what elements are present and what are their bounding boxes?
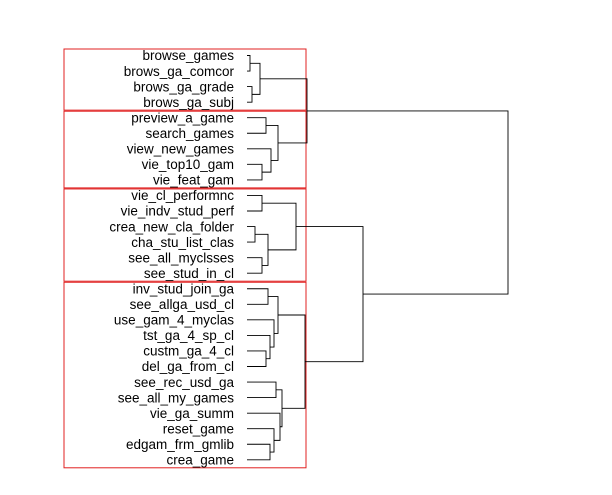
dendrogram-link [247,443,271,461]
dendrogram-link [247,350,267,367]
leaf-label: use_gam_4_myclas [114,313,234,328]
leaf-label: brows_ga_comcor [124,64,235,79]
dendrogram-link [276,389,283,428]
cluster-box-cluster-4 [63,281,307,469]
leaf-label: vie_indv_stud_perf [121,204,235,219]
dendrogram-link [247,86,253,103]
leaf-label: inv_stud_join_ga [133,281,235,296]
dendrogram-link [247,412,281,441]
cluster-boxes [63,48,307,469]
leaf-label: search_games [145,126,234,141]
leaf-label: vie_ga_summ [150,406,234,421]
cluster-box-cluster-3 [63,188,307,282]
leaf-label: see_all_my_games [118,390,235,405]
cluster-box-cluster-2 [63,110,307,189]
dendrogram-link [247,163,263,181]
dendrogram-link [250,62,261,95]
dendrogram-link [268,296,279,334]
leaf-label: brows_ga_grade [133,79,234,94]
leaf-label: view_new_games [127,142,235,157]
dendrogram-link [247,288,269,305]
dendrogram-link [262,202,297,251]
leaf-label: edgam_frm_gmlib [126,437,234,452]
cluster-box-cluster-1 [63,48,307,111]
dendrogram-link [247,334,271,360]
leaf-label: see_rec_usd_ga [134,375,234,390]
dendrogram-link [247,148,272,173]
leaf-label: crea_game [166,453,234,468]
dendrogram-branches [247,55,509,461]
leaf-label: browse_games [142,48,234,63]
leaf-label: preview_a_game [131,110,234,125]
leaf-label: custm_ga_4_cl [143,344,234,359]
dendrogram-link [247,55,251,72]
dendrogram-link [247,195,263,212]
leaf-label: see_all_myclsses [128,250,234,265]
leaf-label: brows_ga_subj [143,95,234,110]
leaf-label: cha_stu_list_clas [131,235,234,250]
dendrogram-link [247,117,267,134]
dendrogram-link [255,233,269,266]
dendrogram-link [247,226,256,243]
leaf-label: vie_top10_gam [142,157,234,172]
leaf-label: see_stud_in_cl [144,266,234,281]
leaf-label: tst_ga_4_sp_cl [143,328,234,343]
leaf-label: vie_cl_performnc [131,188,234,203]
leaf-label: crea_new_cla_folder [109,219,234,234]
dendrogram-link [266,125,279,161]
leaf-labels: browse_gamesbrows_ga_comcorbrows_ga_grad… [109,48,234,467]
dendrogram-link [247,257,263,274]
leaf-label: see_allga_usd_cl [130,297,234,312]
dendrogram-link [247,381,277,399]
leaf-label: vie_feat_gam [153,173,234,188]
leaf-label: reset_game [163,421,234,436]
dendrogram-link [307,110,509,295]
leaf-label: del_ga_from_cl [142,359,234,374]
